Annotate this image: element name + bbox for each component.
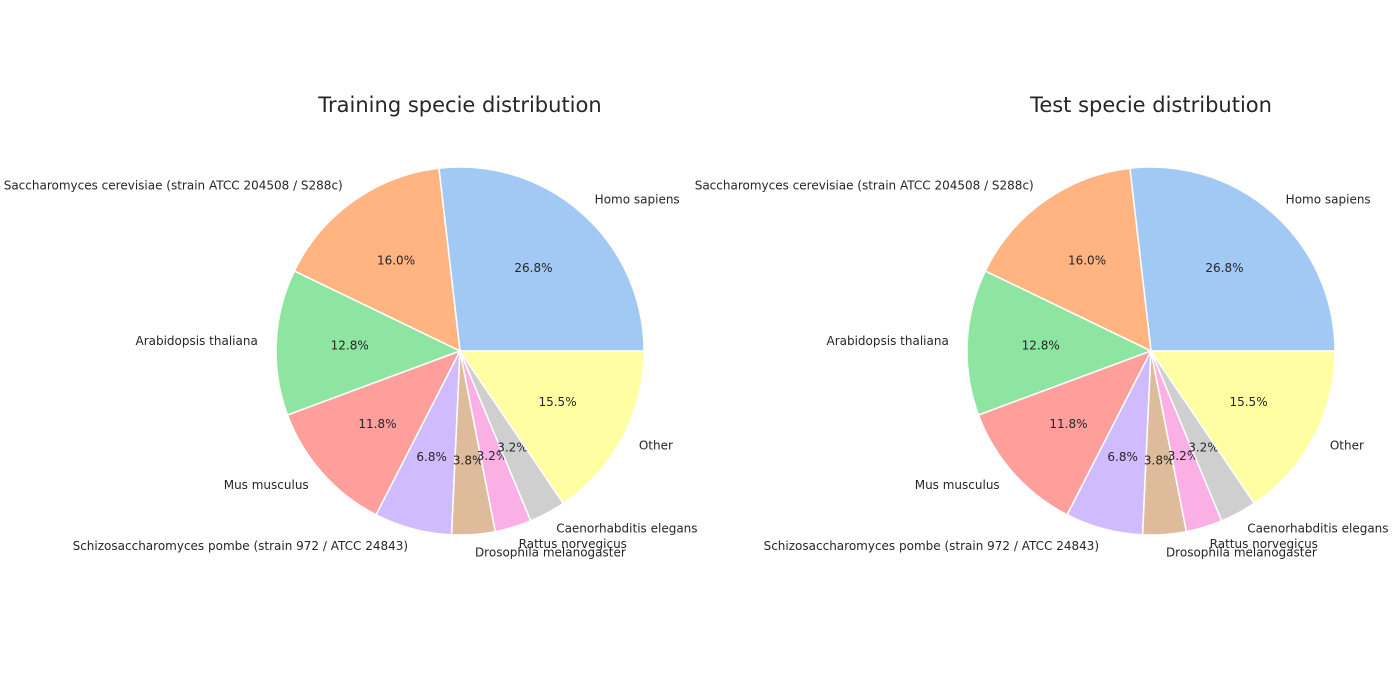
test-pie-chart: Test specie distribution 26.8% Homo sapie… [695, 93, 1389, 559]
test-slice-mus-musculus [977, 350, 1152, 516]
test-slice-saccharomyces-cerevisiae-strain-atcc-204508-s288c [984, 167, 1152, 352]
test-slice-label-saccharomyces-cerevisiae-strain-atcc-204508-s288c: Saccharomyces cerevisiae (strain ATCC 20… [695, 179, 1034, 193]
training-slice-label-other: Other [639, 438, 673, 452]
test-slice-label-arabidopsis-thaliana: Arabidopsis thaliana [826, 334, 948, 348]
training-pie-chart: Training specie distribution 26.8% Homo s… [4, 93, 698, 559]
training-slice-other [459, 350, 645, 505]
training-slice-label-saccharomyces-cerevisiae-strain-atcc-204508-s288c: Saccharomyces cerevisiae (strain ATCC 20… [4, 179, 343, 193]
training-slice-label-rattus-norvegicus: Rattus norvegicus [519, 537, 627, 551]
test-pct-label-caenorhabditis-elegans: 3.2% [1188, 441, 1219, 455]
training-slice-label-caenorhabditis-elegans: Caenorhabditis elegans [556, 522, 697, 536]
test-pct-label-homo-sapiens: 26.8% [1205, 261, 1243, 275]
test-slice-other [1150, 350, 1336, 505]
training-slice-homo-sapiens [438, 166, 645, 352]
training-pct-label-drosophila-melanogaster: 3.8% [453, 454, 484, 468]
test-slice-label-mus-musculus: Mus musculus [915, 478, 1000, 492]
test-slice-label-drosophila-melanogaster: Drosophila melanogaster [1166, 545, 1317, 559]
test-slice-label-rattus-norvegicus: Rattus norvegicus [1210, 537, 1318, 551]
test-slice-homo-sapiens [1129, 166, 1336, 352]
test-slice-label-other: Other [1330, 438, 1364, 452]
training-pct-label-schizosaccharomyces-pombe-strain-972-atcc-24843: 6.8% [416, 450, 447, 464]
test-chart-title: Test specie distribution [1029, 93, 1272, 117]
training-slice-label-drosophila-melanogaster: Drosophila melanogaster [475, 545, 626, 559]
test-pct-label-arabidopsis-thaliana: 12.8% [1022, 338, 1060, 352]
test-pct-label-saccharomyces-cerevisiae-strain-atcc-204508-s288c: 16.0% [1068, 254, 1106, 268]
training-pct-label-arabidopsis-thaliana: 12.8% [331, 338, 369, 352]
test-pct-label-mus-musculus: 11.8% [1049, 417, 1087, 431]
training-slice-saccharomyces-cerevisiae-strain-atcc-204508-s288c [293, 167, 461, 352]
test-slice-label-homo-sapiens: Homo sapiens [1286, 192, 1371, 206]
test-pct-label-rattus-norvegicus: 3.2% [1168, 449, 1199, 463]
test-pct-label-drosophila-melanogaster: 3.8% [1144, 454, 1175, 468]
training-slice-arabidopsis-thaliana [275, 270, 461, 416]
training-slice-label-schizosaccharomyces-pombe-strain-972-atcc-24843: Schizosaccharomyces pombe (strain 972 / … [73, 539, 408, 553]
training-pct-label-rattus-norvegicus: 3.2% [477, 449, 508, 463]
training-pct-label-homo-sapiens: 26.8% [514, 261, 552, 275]
training-slice-label-arabidopsis-thaliana: Arabidopsis thaliana [135, 334, 257, 348]
training-pct-label-saccharomyces-cerevisiae-strain-atcc-204508-s288c: 16.0% [377, 254, 415, 268]
training-pct-label-caenorhabditis-elegans: 3.2% [497, 441, 528, 455]
test-slice-arabidopsis-thaliana [966, 270, 1152, 416]
training-pct-label-other: 15.5% [538, 395, 576, 409]
test-slice-label-caenorhabditis-elegans: Caenorhabditis elegans [1247, 522, 1388, 536]
test-pct-label-schizosaccharomyces-pombe-strain-972-atcc-24843: 6.8% [1107, 450, 1138, 464]
training-slice-label-mus-musculus: Mus musculus [224, 478, 309, 492]
training-slice-label-homo-sapiens: Homo sapiens [595, 192, 680, 206]
test-pct-label-other: 15.5% [1229, 395, 1267, 409]
test-slice-label-schizosaccharomyces-pombe-strain-972-atcc-24843: Schizosaccharomyces pombe (strain 972 / … [764, 539, 1099, 553]
training-slice-mus-musculus [286, 350, 461, 516]
training-chart-title: Training specie distribution [317, 93, 601, 117]
training-pct-label-mus-musculus: 11.8% [358, 417, 396, 431]
